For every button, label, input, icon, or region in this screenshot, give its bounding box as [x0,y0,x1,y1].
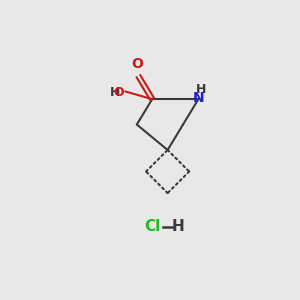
Text: N: N [193,92,204,105]
Text: Cl: Cl [144,220,160,235]
Text: O: O [132,57,143,71]
Text: H: H [110,86,120,99]
Text: O: O [113,86,124,99]
Text: H: H [172,220,185,235]
Text: H: H [196,82,207,96]
